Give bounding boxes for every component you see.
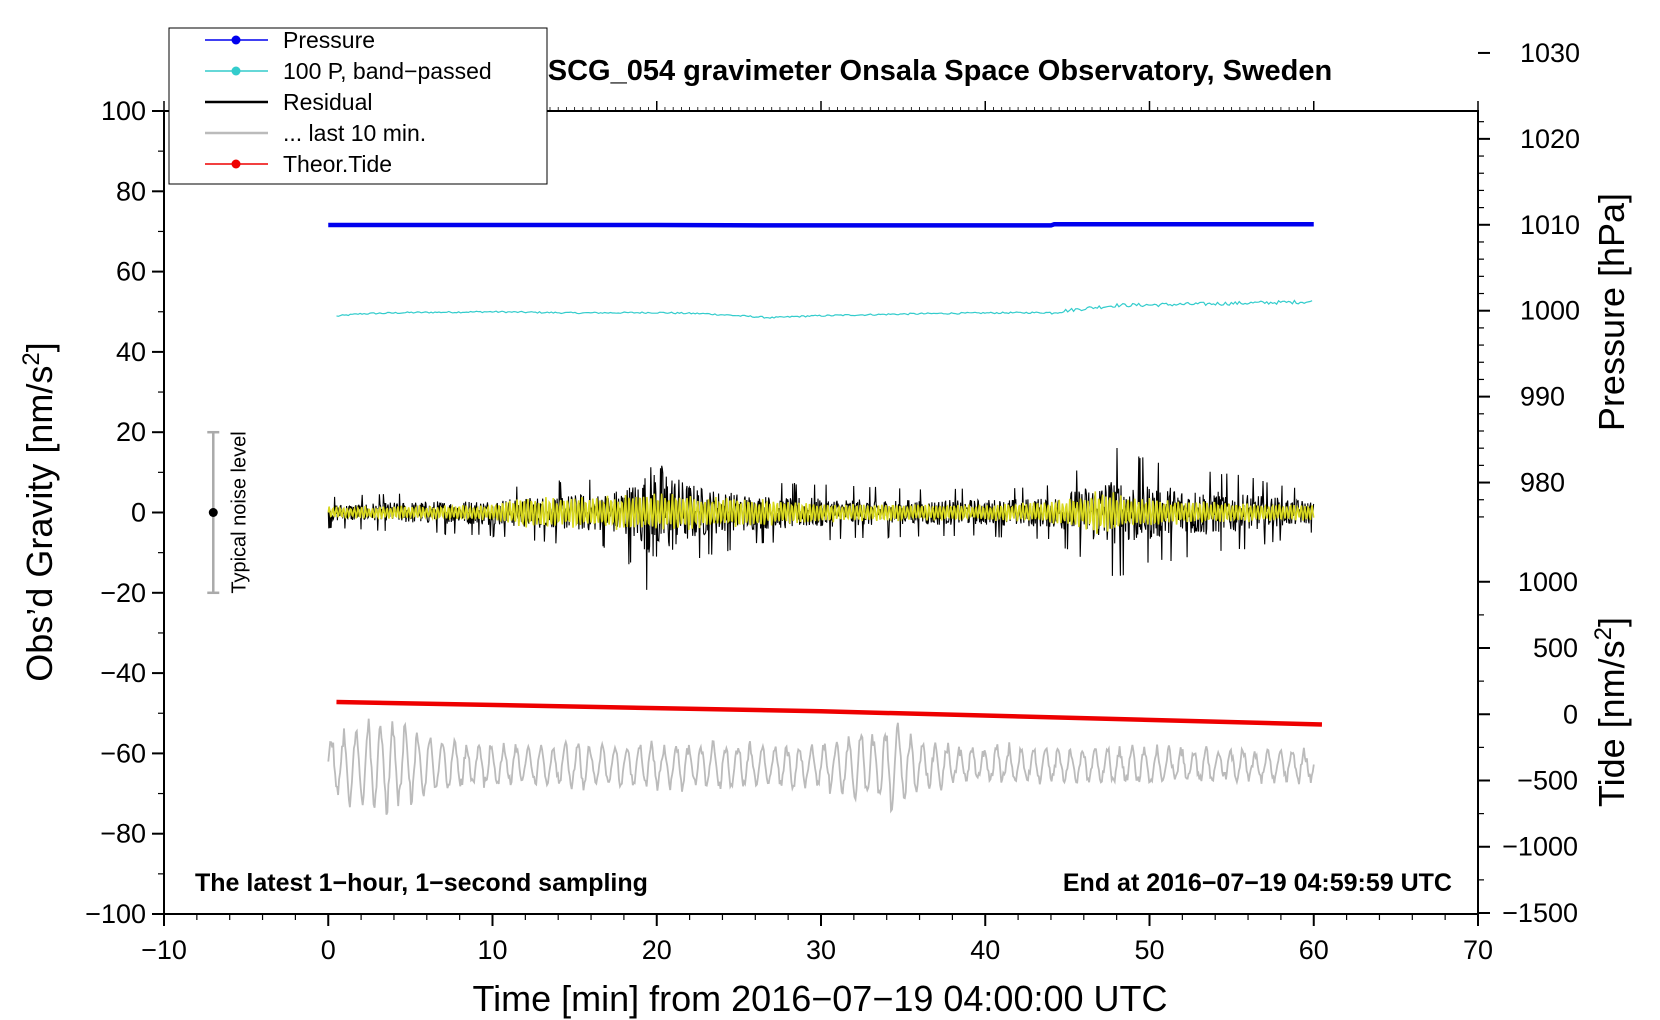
y-tick-label: 60 [116,257,146,287]
theoretical-tide-line [336,699,1323,727]
y-tick-label: −80 [100,819,146,849]
x-tick-label: 60 [1299,935,1329,965]
tide-tick-label: −1000 [1502,832,1578,862]
legend-swatch-marker [231,35,241,45]
y-tick-label: −100 [85,899,146,929]
x-tick-label: 20 [642,935,672,965]
residual-filtered-line [327,491,1315,534]
tide-tick-label: 1000 [1518,567,1578,597]
legend-label: Theor.Tide [283,151,392,177]
y-tick-label: −60 [100,738,146,768]
tide-tick-label: 500 [1533,633,1578,663]
y-tick-label: 80 [116,176,146,206]
tide-tick-label: −1500 [1502,898,1578,928]
chart-title: SCG_054 gravimeter Onsala Space Observat… [548,55,1332,87]
y-tick-label: −40 [100,658,146,688]
legend-item: Pressure [205,27,375,53]
tide-tick-label: −500 [1517,766,1578,796]
legend-swatch-marker [231,66,241,76]
series-layer [327,221,1323,815]
legend: Pressure 100 P, band−passed Residual ... la… [168,27,548,185]
tide-tick-label: 0 [1563,699,1578,729]
x-axis-label: Time [min] from 2016−07−19 04:00:00 UTC [472,978,1167,1019]
last-10-min-line [327,718,1315,815]
legend-label: Residual [283,89,373,115]
legend-swatch-marker [231,159,241,169]
y-tick-label: 100 [101,96,146,126]
noise-bar: Typical noise level [207,430,250,595]
noise-bar-label: Typical noise level [228,431,250,593]
legend-item: Residual [205,89,373,115]
sampling-note: The latest 1−hour, 1−second sampling [195,869,648,897]
noise-bar-center-dot [208,508,218,517]
left-y-axis-label-end: ] [19,342,60,352]
legend-item: Theor.Tide [205,151,392,177]
pressure-axis-label: Pressure [hPa] [1591,193,1632,431]
pressure-tick-label: 1030 [1520,38,1580,68]
legend-label: ... last 10 min. [283,120,426,146]
pressure-line [328,221,1314,228]
band-passed-pressure-line [336,299,1313,319]
tide-axis-label: Tide [nm/s2] [1590,617,1632,807]
tide-axis-label-sup: 2 [1590,627,1617,640]
tide-axis-label-end: ] [1591,617,1632,627]
y-tick-label: 20 [116,417,146,447]
legend-label: 100 P, band−passed [283,58,492,84]
end-time-note: End at 2016−07−19 04:59:59 UTC [1063,869,1452,897]
tide-axis-label-main: Tide [nm/s [1591,640,1632,807]
axes-layer: −10 0 10 20 30 40 50 60 70100806040200−20−40−60−… [85,38,1580,965]
pressure-tick-label: 1010 [1520,210,1580,240]
pressure-tick-label: 990 [1520,382,1565,412]
x-tick-label: 70 [1463,935,1493,965]
x-tick-label: 40 [970,935,1000,965]
left-y-axis-label-main: Obs’d Gravity [nm/s [19,366,60,682]
x-tick-label: −10 [141,935,187,965]
pressure-tick-label: 1020 [1520,124,1580,154]
pressure-tick-label: 980 [1520,468,1565,498]
legend-label: Pressure [283,27,375,53]
y-tick-label: 40 [116,337,146,367]
y-tick-label: 0 [131,498,146,528]
x-tick-label: 10 [477,935,507,965]
left-y-axis-label: Obs’d Gravity [nm/s2] [18,342,60,681]
x-tick-label: 50 [1134,935,1164,965]
legend-box [168,27,548,185]
x-tick-label: 30 [806,935,836,965]
pressure-tick-label: 1000 [1520,296,1580,326]
x-tick-label: 0 [321,935,336,965]
legend-item: 100 P, band−passed [205,58,492,84]
y-tick-label: −20 [100,578,146,608]
legend-item: ... last 10 min. [205,120,426,146]
left-y-axis-label-sup: 2 [18,352,45,365]
